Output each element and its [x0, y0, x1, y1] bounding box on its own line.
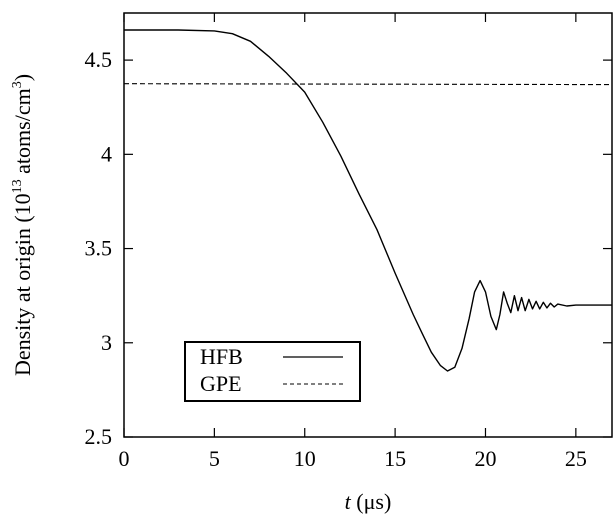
y-axis-main: Density at origin (10 [10, 193, 35, 376]
y-axis-title: Density at origin (1013 atoms/cm3) [10, 74, 35, 376]
legend-label-hfb: HFB [200, 344, 243, 369]
y-tick-label: 2.5 [85, 424, 113, 449]
y-axis-end: ) [10, 74, 35, 81]
y-tick-labels: 2.5 3 3.5 4 4.5 [85, 47, 113, 449]
series-line-hfb [124, 29, 612, 372]
x-tick-label: 0 [119, 446, 130, 471]
x-axis-unit: (μs) [351, 489, 392, 514]
legend: HFB GPE [184, 341, 361, 402]
y-axis-mid: atoms/cm [10, 88, 35, 179]
y-tick-label: 3.5 [85, 236, 113, 261]
y-axis-exponent-1: 13 [10, 179, 25, 193]
series-layer [123, 29, 613, 372]
plot-frame [123, 12, 613, 438]
series-line-gpe [123, 83, 613, 86]
y-tick-label: 4 [101, 141, 112, 166]
y-tick-label: 4.5 [85, 47, 113, 72]
y-tick-label: 3 [101, 330, 112, 355]
x-axis-title: t (μs) [345, 489, 392, 514]
x-tick-label: 5 [209, 446, 220, 471]
x-tick-label: 10 [294, 446, 316, 471]
x-tick-label: 15 [384, 446, 406, 471]
x-tick-label: 20 [474, 446, 496, 471]
x-tick-labels: 0 5 10 15 20 25 [119, 446, 587, 471]
x-axis-var: t [345, 489, 352, 514]
x-tick-label: 25 [565, 446, 587, 471]
legend-box [184, 341, 361, 402]
legend-label-gpe: GPE [200, 371, 242, 396]
y-axis-exponent-2: 3 [10, 81, 25, 88]
